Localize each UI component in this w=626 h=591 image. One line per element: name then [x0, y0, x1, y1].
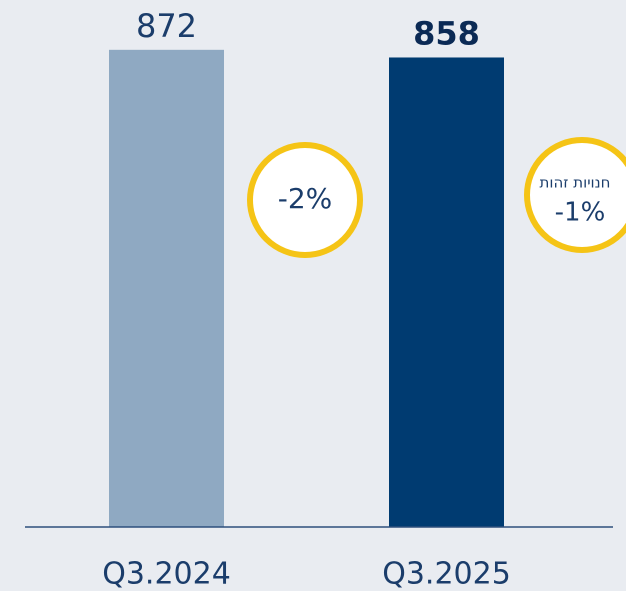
value-label: 858 [413, 14, 480, 52]
annotation-text: -2% [278, 182, 333, 215]
x-tick-label: Q3.2024 [102, 557, 231, 591]
annotation-circle [247, 142, 363, 258]
bar [109, 49, 224, 527]
annotation-text: -1% [555, 198, 606, 228]
annotation-label: חנויות זהות [540, 174, 611, 192]
value-label: 872 [136, 7, 197, 45]
x-tick-label: Q3.2025 [382, 557, 511, 591]
bar [389, 57, 504, 527]
annotation-circle [524, 137, 626, 253]
